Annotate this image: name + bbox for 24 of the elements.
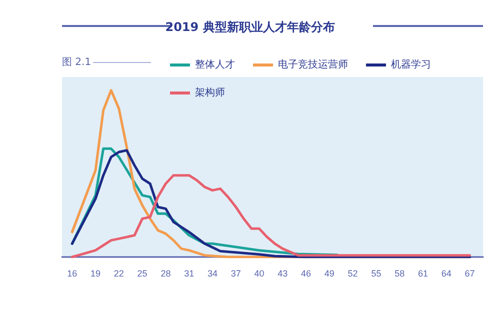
- x-tick-label: 40: [254, 268, 264, 278]
- x-tick-label: 43: [278, 268, 288, 278]
- x-tick-label: 67: [464, 268, 475, 278]
- x-tick-label: 61: [418, 268, 428, 278]
- x-tick-label: 22: [114, 268, 124, 278]
- x-tick-label: 19: [90, 268, 101, 278]
- x-tick-label: 49: [324, 268, 334, 278]
- caption: 图 2.1: [62, 56, 92, 69]
- x-tick-label: 55: [371, 268, 382, 278]
- x-tick-label: 58: [394, 268, 405, 278]
- chart-title: 2019 典型新职业人才年龄分布: [165, 20, 335, 34]
- x-tick-label: 52: [348, 268, 358, 278]
- legend-label: 整体人才: [195, 58, 235, 70]
- legend-label: 架构师: [195, 86, 225, 98]
- x-tick-label: 31: [184, 268, 194, 278]
- x-tick-label: 37: [230, 268, 241, 278]
- legend-label: 电子竞技运营师: [278, 58, 348, 70]
- x-tick-label: 46: [301, 268, 312, 278]
- x-tick-label: 28: [160, 268, 171, 278]
- x-tick-label: 16: [67, 268, 78, 278]
- x-tick-label: 34: [207, 268, 218, 278]
- legend-label: 机器学习: [391, 58, 431, 70]
- x-tick-label: 64: [441, 268, 452, 278]
- x-tick-label: 25: [137, 268, 148, 278]
